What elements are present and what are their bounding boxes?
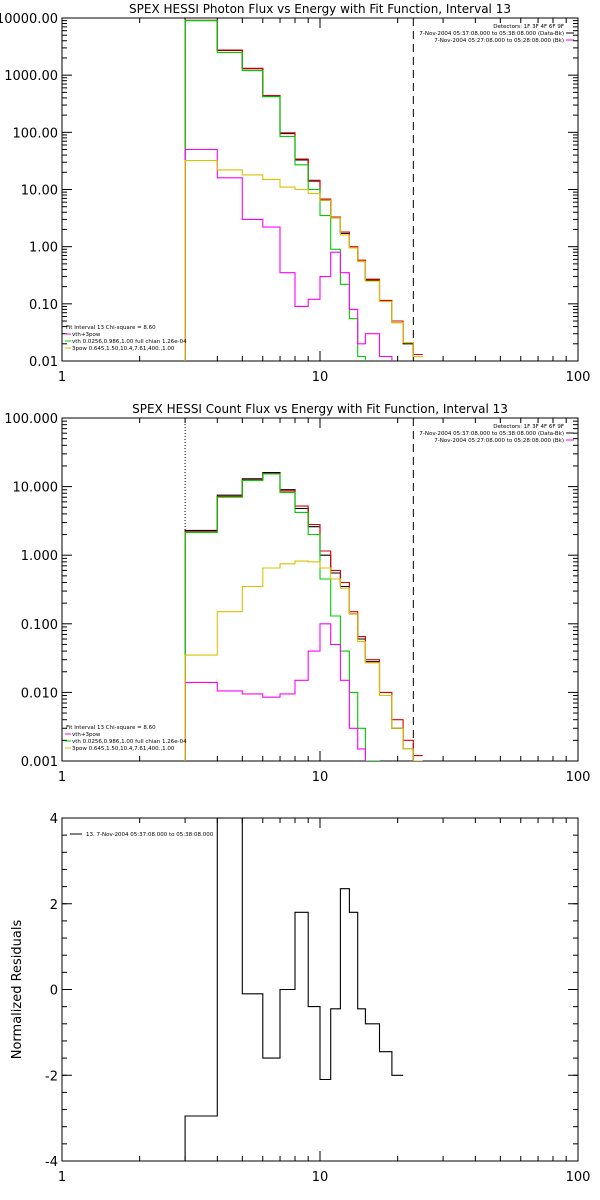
count-info-line: 7-Nov-2004 05:27:08.000 to 05:28:08.000 … bbox=[434, 438, 564, 444]
resid-x-tick-label: 10 bbox=[312, 1170, 329, 1185]
photon-x-tick-label: 1 bbox=[58, 370, 66, 385]
photon-y-tick-label: 10.00 bbox=[21, 184, 58, 199]
photon-info-line: Detectors: 1F 3F 4F 6F 9F bbox=[493, 24, 564, 30]
count-axes-frame bbox=[61, 417, 579, 762]
count-info-line: Detectors: 1F 3F 4F 6F 9F bbox=[493, 424, 564, 430]
count-legend-entry: Fit Interval 13 Chi-square = 8.60 bbox=[66, 725, 156, 731]
resid-series-0-histogram bbox=[184, 818, 404, 1161]
count-y-tick-label: 10.000 bbox=[13, 481, 59, 496]
resid-axes-frame bbox=[61, 817, 579, 1162]
count-y-tick-label: 0.100 bbox=[21, 618, 58, 633]
count-y-tick-label: 1.000 bbox=[21, 549, 58, 564]
count-x-tick-label: 10 bbox=[312, 770, 329, 785]
photon-legend-entry: 3pow 0.645,1.50,10.4,7.61,400.,1.00 bbox=[72, 346, 175, 352]
count-series-0-histogram bbox=[184, 472, 423, 761]
photon-y-tick-label: 10000.00 bbox=[0, 12, 58, 27]
count-x-tick-label: 1 bbox=[58, 770, 66, 785]
count-x-tick-label: 100 bbox=[566, 770, 591, 785]
photon-legend-entry: vth 0.0256,0.986,1.00 full chian 1.26e-0… bbox=[72, 339, 187, 345]
photon-series-4-histogram bbox=[184, 160, 423, 361]
photon-legend-entry: vth+3pow bbox=[72, 332, 101, 338]
photon-info-line: 7-Nov-2004 05:37:08.000 to 05:38:08.000 … bbox=[419, 31, 564, 37]
photon-series-2-histogram bbox=[184, 20, 366, 361]
resid-y-tick-label: 4 bbox=[50, 812, 58, 827]
photon-y-tick-label: 0.10 bbox=[29, 298, 58, 313]
resid-y-axis-label: Normalized Residuals bbox=[10, 920, 25, 1060]
photon-series-1-histogram bbox=[184, 19, 423, 361]
resid-legend-entry: 13. 7-Nov-2004 05:37:08.000 to 05:38:08.… bbox=[86, 832, 214, 838]
resid-y-tick-label: -4 bbox=[45, 1155, 58, 1170]
photon-y-tick-label: 0.01 bbox=[29, 355, 58, 370]
count-plot: SPEX HESSI Count Flux vs Energy with Fit… bbox=[4, 402, 590, 785]
resid-x-tick-label: 1 bbox=[58, 1170, 66, 1185]
photon-plot: SPEX HESSI Photon Flux vs Energy with Fi… bbox=[0, 2, 590, 385]
count-y-tick-label: 0.010 bbox=[21, 686, 58, 701]
count-y-tick-label: 100.000 bbox=[4, 412, 58, 427]
count-legend-entry: vth+3pow bbox=[72, 732, 101, 738]
resid-x-tick-label: 100 bbox=[566, 1170, 591, 1185]
count-series-2-histogram bbox=[184, 473, 381, 761]
count-series-4-histogram bbox=[184, 560, 423, 761]
resid-y-tick-label: 2 bbox=[50, 898, 58, 913]
photon-series-3-histogram bbox=[184, 148, 393, 361]
count-title: SPEX HESSI Count Flux vs Energy with Fit… bbox=[132, 402, 508, 416]
photon-y-tick-label: 1.00 bbox=[29, 241, 58, 256]
photon-title: SPEX HESSI Photon Flux vs Energy with Fi… bbox=[129, 2, 511, 16]
count-y-tick-label: 0.001 bbox=[21, 755, 58, 770]
photon-y-tick-label: 1000.00 bbox=[4, 69, 58, 84]
photon-info-line: 7-Nov-2004 05:27:08.000 to 05:28:08.000 … bbox=[434, 38, 564, 44]
photon-x-tick-label: 10 bbox=[312, 370, 329, 385]
photon-series-0-histogram bbox=[184, 20, 423, 361]
resid-plot: 1 10 100 4 2 0 -2 -4 Normalized Residuals 13. 7-N… bbox=[10, 812, 590, 1185]
resid-y-tick-label: 0 bbox=[50, 984, 58, 999]
photon-x-tick-label: 100 bbox=[566, 370, 591, 385]
resid-y-tick-label: -2 bbox=[45, 1069, 58, 1084]
count-series-3-histogram bbox=[184, 623, 366, 761]
count-series-1-histogram bbox=[184, 472, 423, 761]
count-legend-entry: 3pow 0.645,1.50,10.4,7.61,400.,1.00 bbox=[72, 746, 175, 752]
count-info-line: 7-Nov-2004 05:37:08.000 to 05:38:08.000 … bbox=[419, 431, 564, 437]
count-legend-entry: vth 0.0256,0.986,1.00 full chian 1.26e-0… bbox=[72, 739, 187, 745]
photon-legend-entry: Fit Interval 13 Chi-square = 8.60 bbox=[66, 325, 156, 331]
photon-y-tick-label: 100.00 bbox=[13, 126, 59, 141]
